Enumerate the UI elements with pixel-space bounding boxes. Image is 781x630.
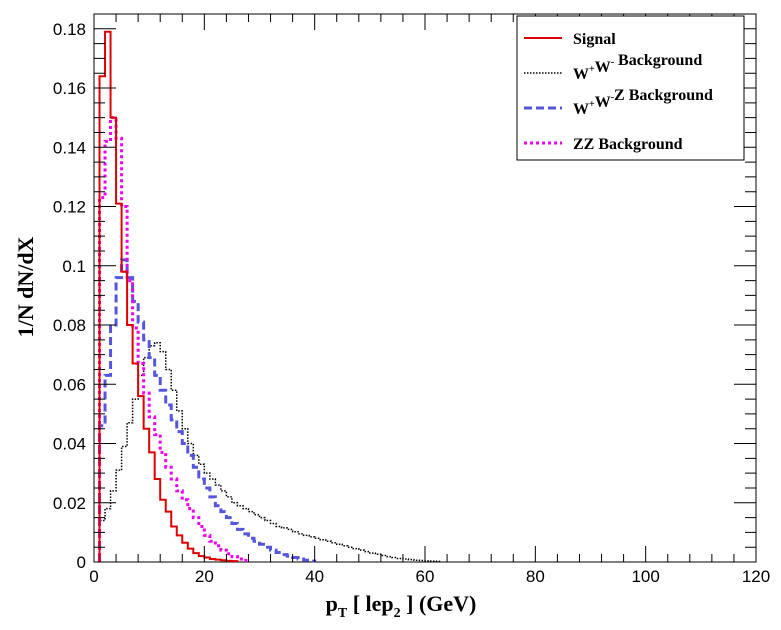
y-tick-label: 0.1	[62, 257, 86, 276]
x-tick-label: 60	[416, 567, 435, 586]
y-axis-title: 1/N dN/dX	[13, 236, 38, 337]
histogram-series-group	[98, 30, 443, 563]
y-tick-label: 0.04	[53, 435, 86, 454]
x-tick-label: 100	[631, 567, 659, 586]
x-tick-label: 40	[305, 567, 324, 586]
x-tick-label: 20	[195, 567, 214, 586]
series-line-w-w-background	[98, 342, 443, 563]
legend-box	[516, 15, 745, 161]
y-tick-label: 0.08	[53, 316, 86, 335]
series-line-signal	[98, 30, 239, 563]
y-tick-label: 0.14	[53, 138, 86, 157]
x-tick-label: 80	[526, 567, 545, 586]
series-line-w-w-z-background	[98, 258, 317, 563]
tick-labels: 0 20 40 60 80 100 120 0 0.02 0.04 0.06 0.08 0.1 0.12 0…	[53, 20, 770, 586]
y-tick-label: 0.18	[53, 20, 86, 39]
x-tick-label: 0	[89, 567, 98, 586]
x-tick-label: 120	[742, 567, 770, 586]
legend-label: W+W-Z Background	[573, 87, 713, 118]
series-line-zz-background	[98, 116, 250, 563]
y-tick-label: 0.16	[53, 79, 86, 98]
y-tick-label: 0	[77, 553, 86, 572]
legend-label: ZZ Background	[573, 136, 683, 153]
legend-label: W+W- Background	[573, 52, 702, 83]
y-tick-label: 0.02	[53, 494, 86, 513]
y-tick-label: 0.12	[53, 198, 86, 217]
y-tick-label: 0.06	[53, 375, 86, 394]
axis-ticks	[93, 13, 757, 563]
x-axis-title: pT [ lep2 ] (GeV)	[326, 591, 477, 621]
legend: Signal W+W- Background W+W-Z Background ZZ …	[516, 15, 745, 161]
tick-marks	[93, 13, 757, 563]
legend-label: Signal	[573, 31, 616, 48]
